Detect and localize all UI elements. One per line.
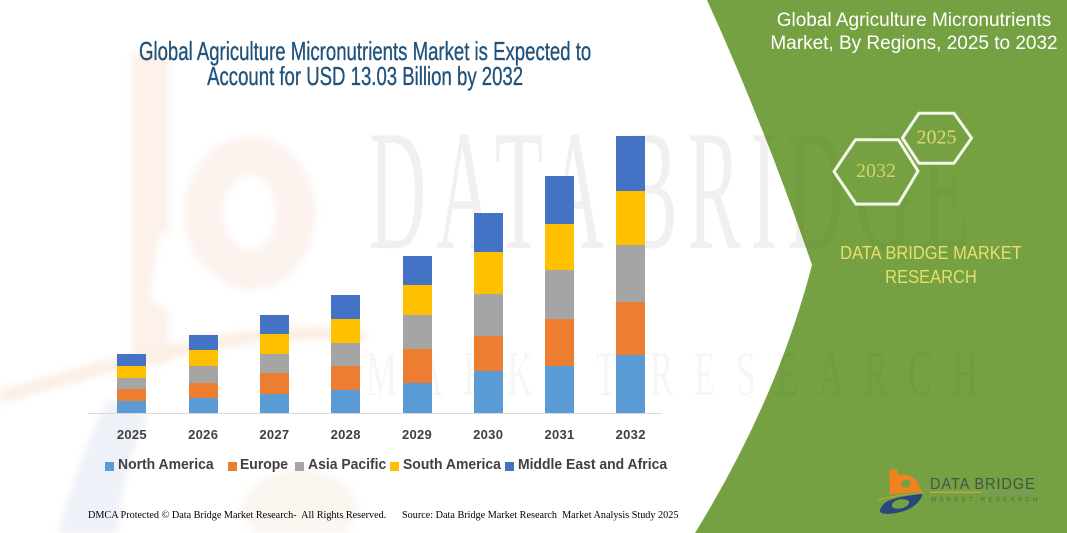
- svg-text:2032: 2032: [856, 160, 896, 182]
- svg-text:MARKET RESEARCH: MARKET RESEARCH: [931, 497, 1041, 504]
- svg-text:DATA BRIDGE: DATA BRIDGE: [930, 475, 1036, 493]
- svg-text:2025: 2025: [917, 127, 957, 149]
